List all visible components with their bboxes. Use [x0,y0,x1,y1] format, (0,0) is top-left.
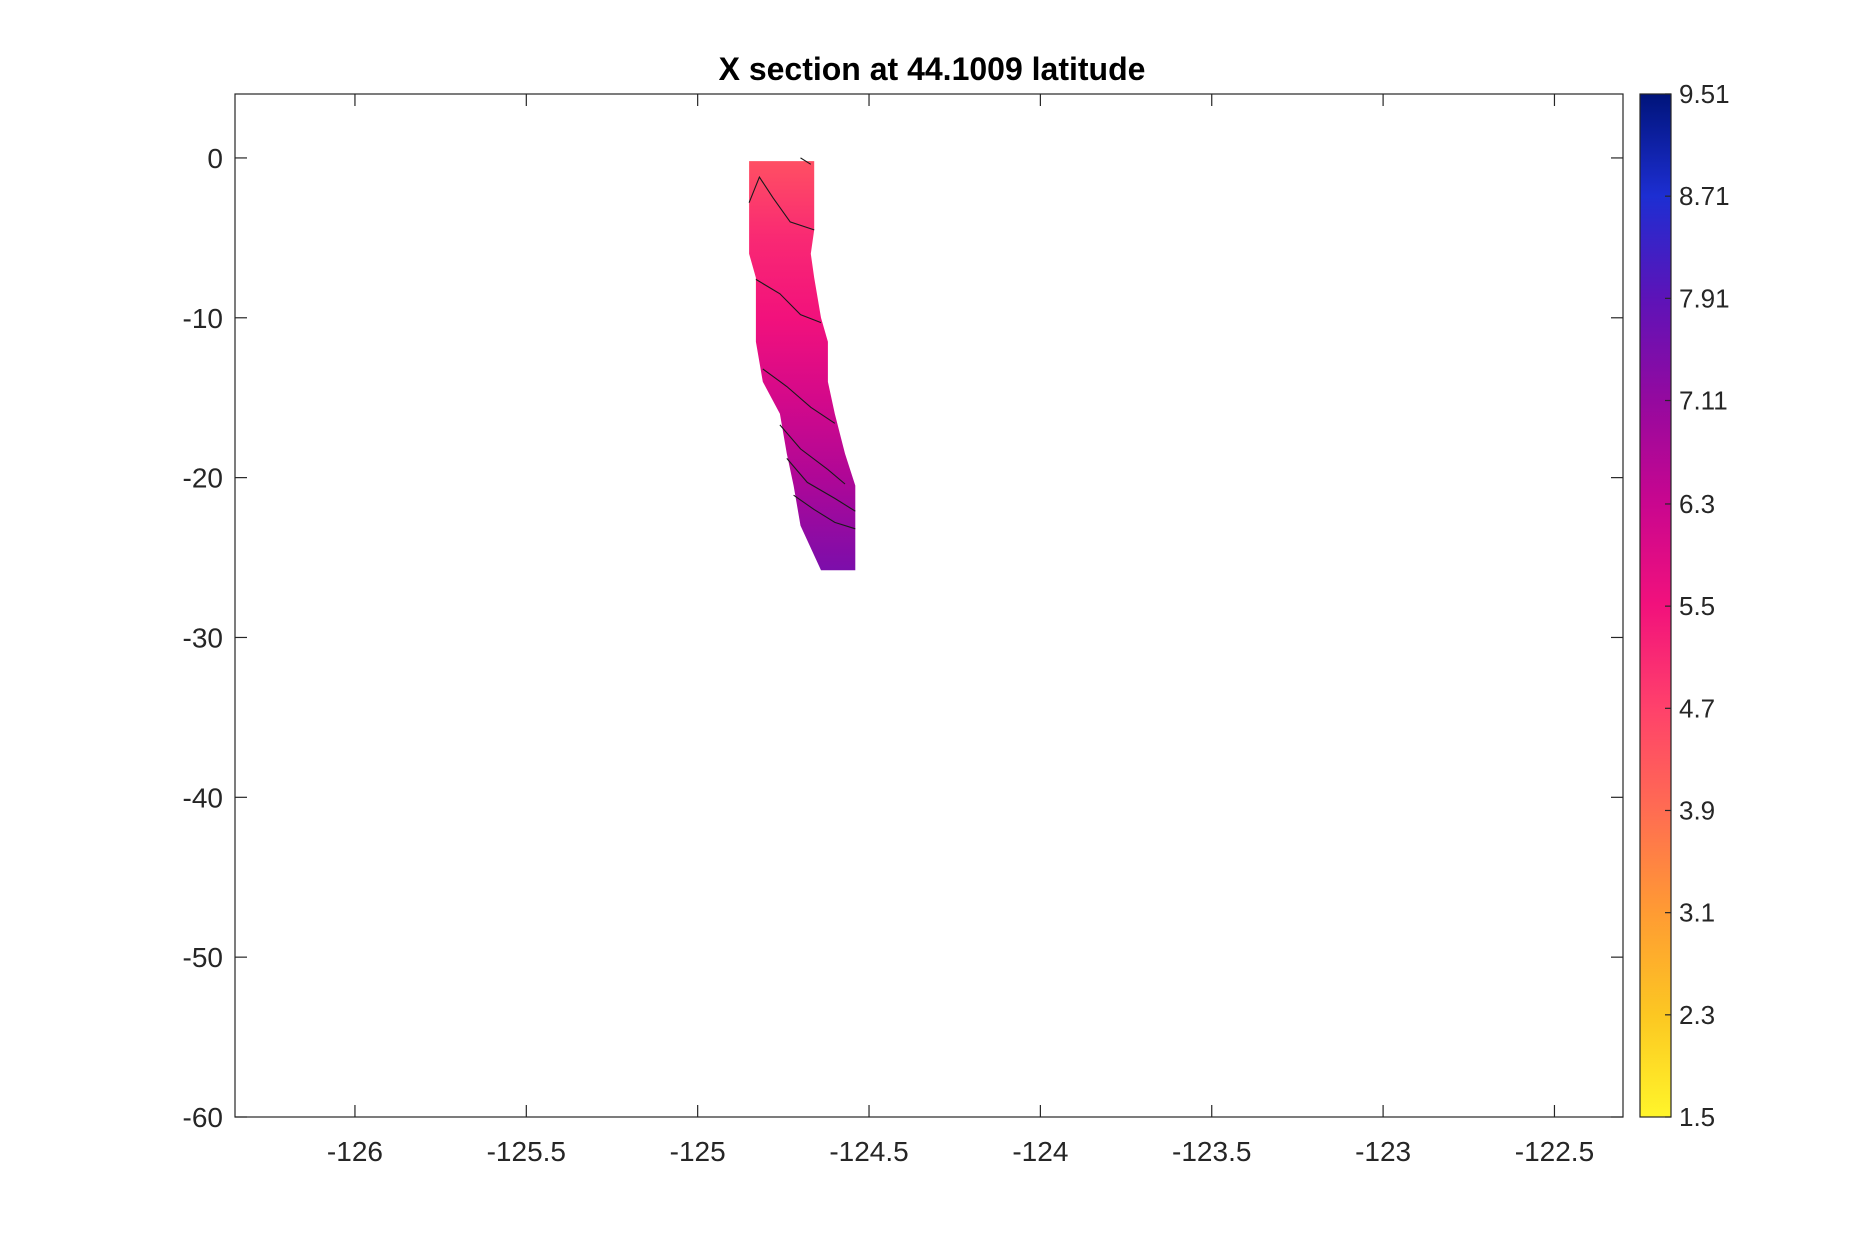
y-tick-label: -60 [183,1102,223,1133]
x-tick-label: -124 [1012,1136,1068,1167]
x-tick-label: -123.5 [1172,1136,1251,1167]
colorbar-tick-label: 3.9 [1679,795,1715,825]
y-tick-label: 0 [207,143,223,174]
chart-title: X section at 44.1009 latitude [719,51,1146,87]
y-tick-label: -50 [183,942,223,973]
contour-line-0 [748,175,815,231]
x-tick-label: -126 [327,1136,383,1167]
contour-line-4 [786,458,856,512]
contour-line-1 [755,278,822,324]
colorbar: 1.5 2.3 3.1 3.9 4.7 5.5 6.3 7.11 7.91 8.71 9.51 [1639,79,1730,1132]
contour-line-5 [793,494,856,530]
colorbar-tick-label: 7.11 [1679,386,1728,416]
colorbar-tick-label: 8.71 [1679,181,1730,211]
y-tick-label: -10 [183,303,223,334]
x-tick-label: -125 [670,1136,726,1167]
contour-line-2 [762,368,836,424]
colorbar-tick-label: 2.3 [1679,1000,1715,1030]
colorbar-tick-label: 6.3 [1679,489,1715,519]
contour-line-6 [800,157,812,165]
x-tick-label: -123 [1355,1136,1411,1167]
y-tick-label: -40 [183,782,223,813]
y-axis: 0 -10 -20 -30 -40 -50 -60 [183,143,1623,1133]
plot-frame [234,93,1624,1118]
colorbar-tick-label: 5.5 [1679,591,1715,621]
x-tick-label: -124.5 [829,1136,908,1167]
colorbar-tick-label: 1.5 [1679,1102,1715,1132]
x-axis: -126 -125.5 -125 -124.5 -124 -123.5 -123 -122.5 [327,94,1594,1167]
x-tick-label: -122.5 [1515,1136,1594,1167]
colorbar-tick-label: 4.7 [1679,693,1715,723]
colorbar-tick-label: 7.91 [1679,283,1730,313]
colorbar-tick-label: 9.51 [1679,79,1730,109]
data-region [749,161,856,571]
x-tick-label: -125.5 [487,1136,566,1167]
velocity-region [749,161,856,571]
contour-lines [748,157,856,530]
contour-line-3 [779,424,846,485]
y-tick-label: -30 [183,622,223,653]
colorbar-bar [1639,93,1672,1118]
colorbar-tick-label: 3.1 [1679,898,1715,928]
y-tick-label: -20 [183,463,223,494]
